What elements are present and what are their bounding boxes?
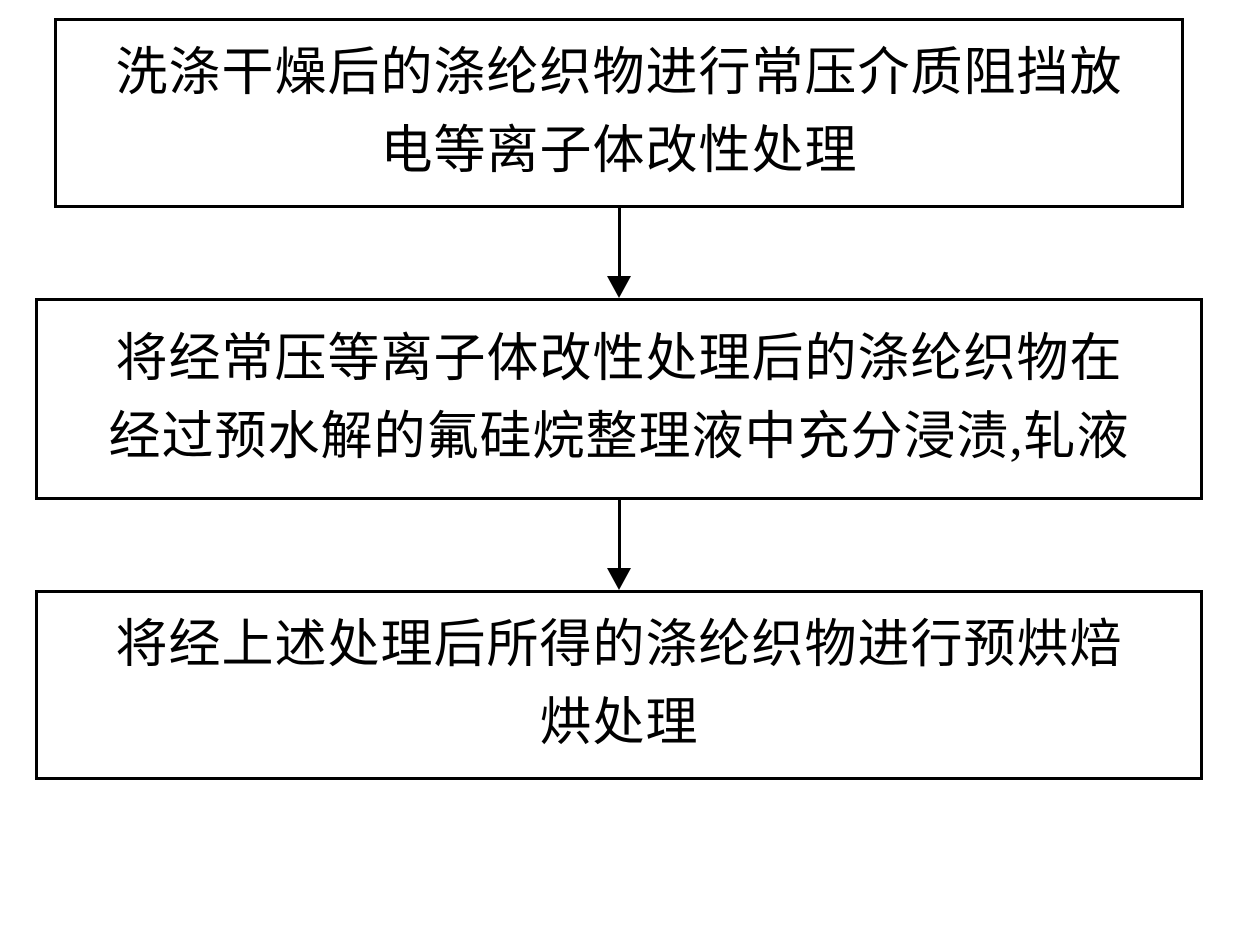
step-1-line-2: 电等离子体改性处理 <box>380 113 857 191</box>
step-3-line-1: 将经上述处理后所得的涤纶织物进行预烘焙 <box>115 607 1122 685</box>
step-2-line-1: 将经常压等离子体改性处理后的涤纶织物在 <box>115 321 1122 399</box>
process-step-2: 将经常压等离子体改性处理后的涤纶织物在 经过预水解的氟硅烷整理液中充分浸渍,轧液 <box>35 298 1203 500</box>
arrow-1-to-2 <box>607 208 631 298</box>
step-2-line-2: 经过预水解的氟硅烷整理液中充分浸渍,轧液 <box>108 399 1129 477</box>
arrow-head-icon <box>607 568 631 590</box>
arrow-line-icon <box>618 500 621 568</box>
process-step-1: 洗涤干燥后的涤纶织物进行常压介质阻挡放 电等离子体改性处理 <box>54 18 1184 208</box>
arrow-2-to-3 <box>607 500 631 590</box>
step-1-line-1: 洗涤干燥后的涤纶织物进行常压介质阻挡放 <box>115 35 1122 113</box>
step-3-line-2: 烘处理 <box>539 685 698 763</box>
process-step-3: 将经上述处理后所得的涤纶织物进行预烘焙 烘处理 <box>35 590 1203 780</box>
arrow-line-icon <box>618 208 621 276</box>
flowchart-container: 洗涤干燥后的涤纶织物进行常压介质阻挡放 电等离子体改性处理 将经常压等离子体改性… <box>0 18 1238 780</box>
arrow-head-icon <box>607 276 631 298</box>
